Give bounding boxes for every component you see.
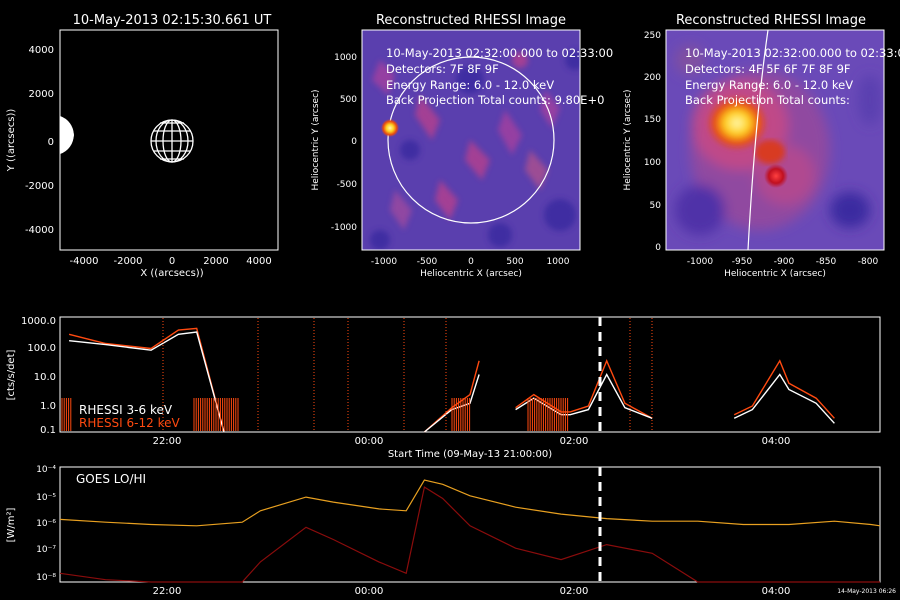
tick: 100.0 — [27, 343, 56, 354]
globe-icon — [150, 119, 194, 163]
tick: 2000 — [29, 89, 54, 100]
series-line-1 — [59, 479, 881, 527]
solar-limb-arc — [747, 30, 769, 250]
tick: 0 — [48, 137, 54, 148]
tick: -900 — [774, 257, 795, 267]
tick: 10⁻⁴ — [36, 465, 56, 475]
series-line-2 — [59, 486, 880, 583]
panel2-info-line: 10-May-2013 02:32:00.000 to 02:33:00 — [386, 46, 613, 60]
panel1-title: 10-May-2013 02:15:30.661 UT — [73, 13, 272, 28]
tick: -4000 — [69, 256, 98, 267]
tick: 10.0 — [34, 372, 56, 383]
solar-limb-circle — [387, 56, 555, 224]
goes-label: GOES LO/HI — [76, 472, 146, 486]
tick: -950 — [732, 257, 753, 267]
panel-rhessi-lightcurve: 1000.0 100.0 10.0 1.0 0.1 22:00 00:00 02… — [6, 316, 881, 460]
tick: 04:00 — [762, 436, 791, 447]
tick: 04:00 — [762, 586, 791, 597]
tick: -1000 — [371, 257, 397, 267]
tick: 1000 — [334, 53, 357, 63]
flare-source-main — [707, 96, 767, 150]
panel4-flare-markers — [162, 318, 653, 431]
panel-solar-overview: 10-May-2013 02:15:30.661 UT -4000 -2000 … — [6, 13, 279, 279]
flare-source-secondary — [764, 164, 788, 188]
tick: 1.0 — [40, 401, 56, 412]
panel2-frame — [361, 29, 581, 251]
panel2-info-line: Back Projection Total counts: 9.80E+0 — [386, 93, 604, 107]
tick: 00:00 — [355, 436, 384, 447]
tick: 00:00 — [355, 586, 384, 597]
panel1-frame — [59, 29, 279, 251]
legend-rhessi-high: RHESSI 6-12 keV — [79, 416, 180, 430]
tick: 22:00 — [153, 436, 182, 447]
panel1-xticks: -4000 -2000 0 2000 4000 — [69, 256, 271, 267]
tick: 10⁻⁷ — [36, 545, 56, 555]
panel2-ylabel: Heliocentric Y (arcsec) — [311, 89, 321, 190]
legend-rhessi-low: RHESSI 3-6 keV — [79, 403, 173, 417]
tick: -500 — [417, 257, 438, 267]
tick: 10⁻⁵ — [36, 493, 56, 503]
panel-rhessi-image-wide: Reconstructed RHESSI Image — [311, 13, 613, 279]
tick: 0 — [351, 137, 357, 147]
panel1-xlabel: X ((arcsecs)) — [140, 268, 203, 279]
panel2-info-line: Energy Range: 6.0 - 12.0 keV — [386, 78, 554, 92]
tick: 4000 — [246, 256, 271, 267]
tick: 0 — [655, 243, 661, 253]
panel3-info-line: 10-May-2013 02:32:00.000 to 02:33:00 — [685, 46, 900, 60]
panel4-attenuator-marks — [61, 398, 569, 431]
panel3-info-line: Detectors: 4F 5F 6F 7F 8F 9F — [685, 62, 851, 76]
panel3-title: Reconstructed RHESSI Image — [676, 13, 866, 28]
tick: -800 — [858, 257, 879, 267]
panel1-yticks: 4000 2000 0 -2000 -4000 — [25, 45, 54, 236]
panel3-ylabel: Heliocentric Y (arcsec) — [623, 89, 633, 190]
tick: 1000 — [547, 257, 570, 267]
panel-rhessi-image-zoom: Reconstructed RHESSI Image 10-May-2013 0… — [623, 13, 900, 279]
flare-source — [381, 119, 399, 137]
panel2-title: Reconstructed RHESSI Image — [376, 13, 566, 28]
panel1-ylabel: Y ((arcsecs)) — [6, 109, 17, 173]
panel3-xlabel: Heliocentric X (arcsec) — [724, 269, 826, 279]
panel2-xlabel: Heliocentric X (arcsec) — [420, 269, 522, 279]
tick: 100 — [644, 158, 661, 168]
tick: 22:00 — [153, 586, 182, 597]
panel5-lines — [59, 479, 881, 583]
tick: -2000 — [25, 181, 54, 192]
panel5-ylabel: [W/m²] — [6, 507, 17, 542]
tick: 0 — [169, 256, 175, 267]
panel3-heatmap — [666, 30, 884, 250]
tick: 10⁻⁸ — [36, 573, 56, 583]
panel2-info-line: Detectors: 7F 8F 9F — [386, 62, 499, 76]
tick: 500 — [340, 95, 357, 105]
tick: 02:00 — [560, 436, 589, 447]
tick: 10⁻⁶ — [36, 519, 56, 529]
tick: -850 — [816, 257, 837, 267]
panel3-info-line: Energy Range: 6.0 - 12.0 keV — [685, 78, 853, 92]
tick: 4000 — [29, 45, 54, 56]
timestamp-stamp: 14-May-2013 06:26 — [837, 588, 896, 595]
tick: 1000.0 — [21, 316, 56, 327]
panel4-xlabel: Start Time (09-May-13 21:00:00) — [388, 449, 552, 460]
tick: -500 — [337, 180, 358, 190]
tick: -1000 — [331, 223, 357, 233]
tick: 0.1 — [40, 425, 56, 436]
tick: 250 — [644, 31, 661, 41]
tick: 0 — [468, 257, 474, 267]
tick: 150 — [644, 115, 661, 125]
tick: 02:00 — [560, 586, 589, 597]
panel3-frame — [665, 29, 885, 251]
tick: 500 — [506, 257, 523, 267]
tick: -2000 — [113, 256, 142, 267]
tick: 50 — [650, 201, 662, 211]
panel4-ylabel: [cts/s/det] — [6, 350, 17, 401]
panel3-info-line: Back Projection Total counts: — [685, 93, 850, 107]
tick: -1000 — [687, 257, 713, 267]
tick: -4000 — [25, 225, 54, 236]
panel-goes-lightcurve: GOES LO/HI 10⁻⁴ 10⁻⁵ 10⁻⁶ 10⁻⁷ 10⁻⁸ 22:0… — [6, 465, 896, 597]
tick: 200 — [644, 73, 661, 83]
panel2-heatmap — [362, 30, 580, 250]
tick: 2000 — [203, 256, 228, 267]
